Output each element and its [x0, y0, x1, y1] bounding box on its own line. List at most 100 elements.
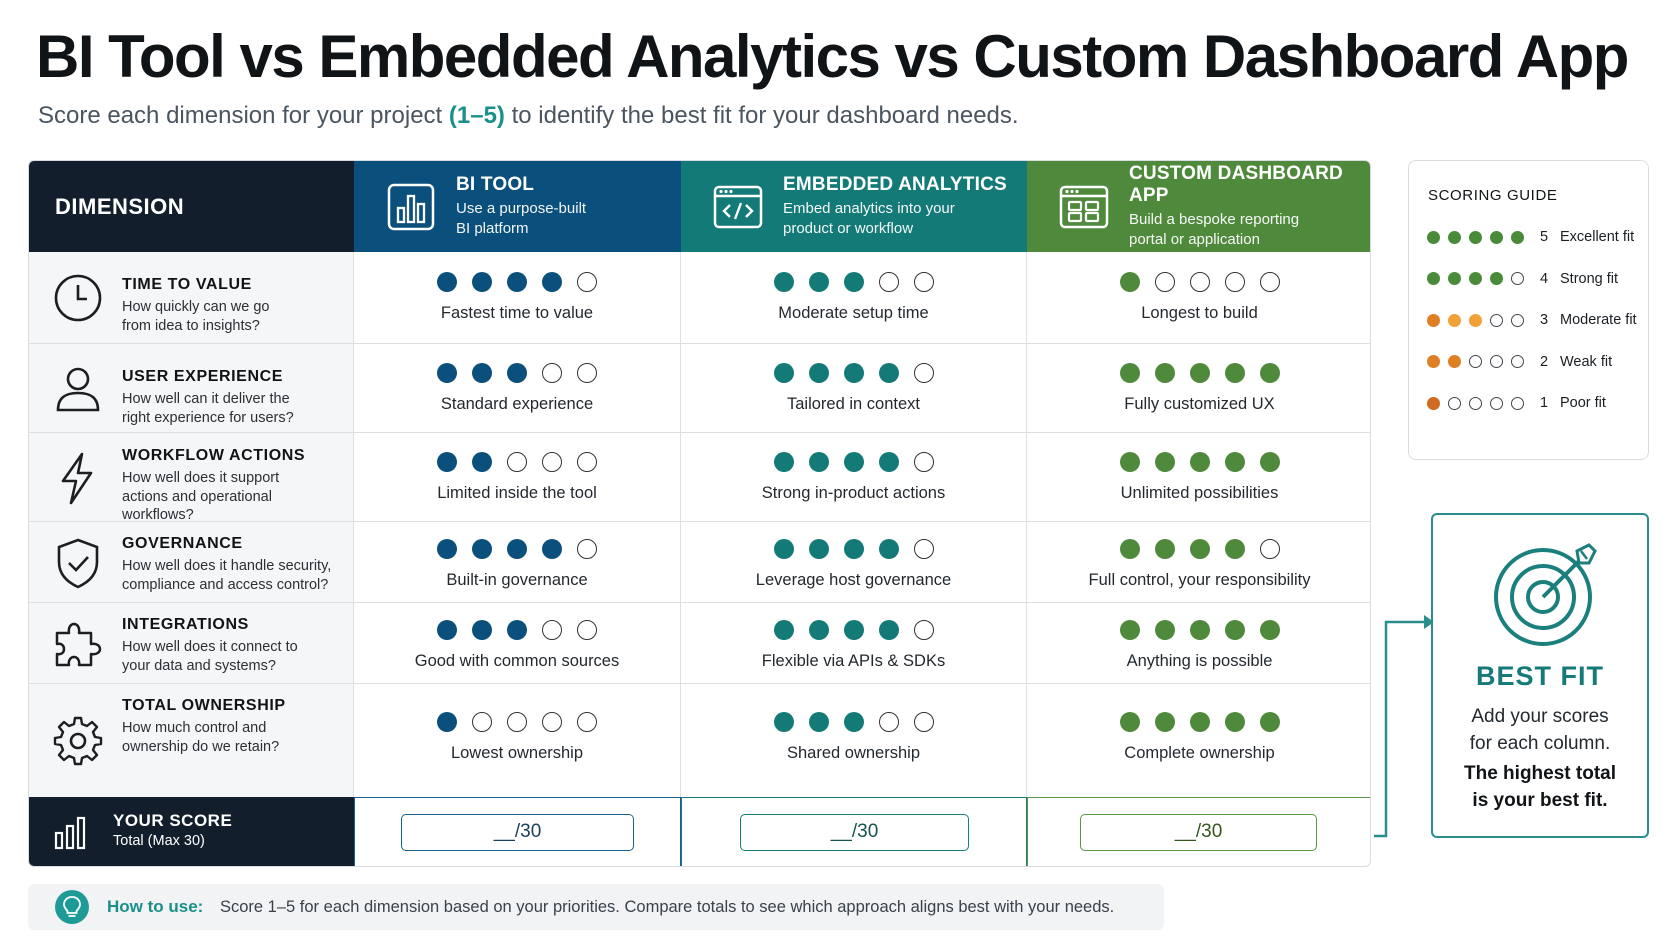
empty-dot	[1511, 272, 1524, 285]
dimension-name: TIME TO VALUE	[122, 276, 252, 293]
score-cell-bi: Good with common sources	[354, 603, 681, 683]
filled-dot	[1189, 712, 1210, 732]
score-row-label: YOUR SCORE Total (Max 30)	[29, 797, 354, 866]
empty-dot	[542, 363, 562, 383]
dimension-cell: USER EXPERIENCE How well can it deliver t…	[29, 344, 354, 432]
score-dots	[681, 452, 1026, 472]
filled-dot	[1224, 539, 1245, 559]
score-cell-embedded: __/30	[681, 797, 1027, 866]
user-icon	[56, 367, 100, 411]
filled-dot	[1490, 230, 1503, 244]
dimension-question-line: actions and operational	[122, 488, 272, 505]
page-subtitle: Score each dimension for your project (1…	[38, 102, 1019, 130]
score-title: YOUR SCORE	[113, 811, 233, 830]
filled-dot	[437, 620, 457, 640]
score-label: Lowest ownership	[450, 744, 584, 762]
score-dots	[681, 620, 1026, 640]
best-fit-line-1: Add your scores	[1471, 706, 1609, 727]
scoring-guide-score: 5	[1540, 229, 1549, 245]
dimension-name: TOTAL OWNERSHIP	[122, 697, 286, 714]
score-input-custom[interactable]: __/30	[1080, 814, 1317, 851]
score-label: Anything is possible	[1126, 652, 1273, 670]
header-custom-desc-2: portal or application	[1129, 231, 1260, 248]
filled-dot	[1154, 363, 1175, 383]
dimension-question: How well does it support actions and oper…	[122, 469, 347, 525]
how-to-use-bar: How to use: Score 1–5 for each dimension…	[28, 884, 1164, 930]
scoring-guide-label: Moderate fit	[1560, 312, 1637, 328]
filled-dot	[1154, 712, 1175, 732]
dimension-question-line: compliance and access control?	[122, 576, 329, 593]
filled-dot	[542, 272, 562, 292]
filled-dot	[472, 452, 492, 472]
filled-dot	[1511, 230, 1524, 244]
filled-dot	[472, 539, 492, 559]
filled-dot	[878, 620, 899, 640]
scoring-guide-score: 4	[1540, 270, 1549, 287]
empty-dot	[577, 452, 597, 472]
score-subtitle: Total (Max 30)	[113, 833, 205, 849]
filled-dot	[1119, 712, 1140, 732]
dimension-row: INTEGRATIONS How well does it connect to y…	[29, 602, 1370, 683]
filled-dot	[843, 712, 864, 732]
how-to-use-label: How to use:	[107, 897, 204, 916]
dimension-cell: INTEGRATIONS How well does it connect to y…	[29, 603, 354, 683]
empty-dot	[913, 452, 934, 472]
filled-dot	[843, 620, 864, 640]
header-embedded-desc-1: Embed analytics into your	[783, 200, 955, 217]
score-label: Unlimited possibilities	[1120, 484, 1279, 502]
filled-dot	[1119, 620, 1140, 640]
filled-dot	[1259, 712, 1280, 732]
filled-dot	[1189, 452, 1210, 472]
score-label: Shared ownership	[787, 744, 920, 762]
filled-dot	[1189, 363, 1210, 383]
header-embedded-title: EMBEDDED ANALYTICS	[783, 174, 1007, 195]
scoring-guide-score: 2	[1540, 353, 1549, 370]
empty-dot	[1511, 396, 1524, 410]
dashboard-window-icon	[1059, 185, 1109, 228]
empty-dot	[1224, 272, 1245, 292]
score-cell-custom: Complete ownership	[1027, 684, 1370, 797]
empty-dot	[1154, 272, 1175, 292]
score-label: Longest to build	[1141, 304, 1258, 322]
score-dots	[681, 363, 1026, 383]
filled-dot	[507, 363, 527, 383]
dimension-question-line: How much control and	[122, 720, 267, 736]
score-label: Complete ownership	[1124, 744, 1275, 762]
filled-dot	[1259, 363, 1280, 383]
score-cell-custom: Fully customized UX	[1027, 344, 1370, 432]
filled-dot	[437, 712, 457, 732]
empty-dot	[542, 712, 562, 732]
filled-dot	[1154, 539, 1175, 559]
filled-dot	[1189, 539, 1210, 559]
empty-dot	[577, 620, 597, 640]
best-fit-line-3: The highest total	[1464, 763, 1616, 784]
score-input-embedded[interactable]: __/30	[740, 814, 969, 851]
dimension-question-line: How quickly can we go	[122, 299, 270, 315]
filled-dot	[1224, 712, 1245, 732]
filled-dot	[1119, 363, 1140, 383]
best-fit-panel: BEST FIT Add your scores for each column…	[1431, 513, 1649, 838]
empty-dot	[507, 712, 527, 732]
filled-dot	[808, 272, 829, 292]
filled-dot	[843, 452, 864, 472]
filled-dot	[1448, 272, 1461, 285]
header-embedded-desc-2: product or workflow	[783, 220, 914, 237]
score-cell-bi: Built-in governance	[354, 522, 681, 602]
filled-dot	[1469, 313, 1482, 327]
header-dimension: DIMENSION	[29, 161, 354, 252]
empty-dot	[1490, 396, 1503, 410]
empty-dot	[1259, 272, 1280, 292]
empty-dot	[1490, 313, 1503, 327]
score-dots	[354, 452, 680, 472]
dimension-question-line: How well does it support	[122, 470, 280, 486]
clock-icon	[54, 274, 102, 321]
filled-dot	[1469, 230, 1482, 244]
filled-dot	[1427, 313, 1440, 327]
filled-dot	[437, 452, 457, 472]
filled-dot	[1119, 539, 1140, 559]
empty-dot	[507, 452, 527, 472]
filled-dot	[437, 272, 457, 292]
subtitle-before: Score each dimension for your project	[38, 102, 449, 129]
score-input-bi[interactable]: __/30	[401, 814, 634, 851]
filled-dot	[808, 452, 829, 472]
